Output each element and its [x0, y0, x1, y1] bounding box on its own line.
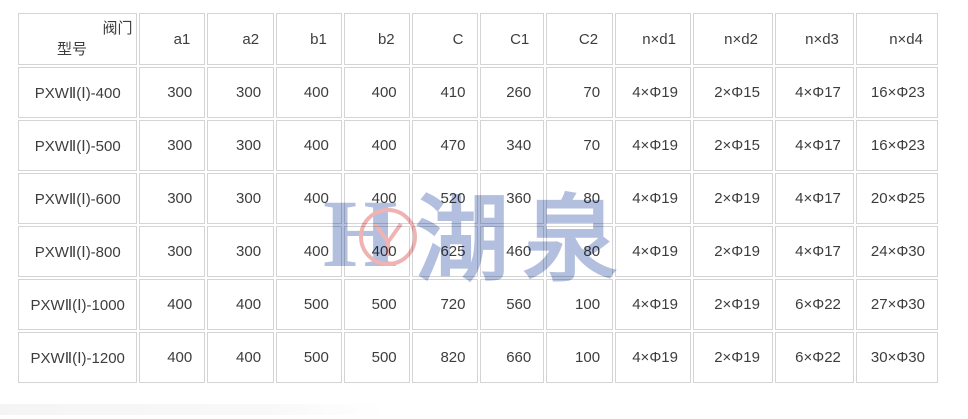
valve-model-cell: PXWⅡ(Ⅰ)-1200 — [18, 332, 138, 383]
column-header-nd3: n×d3 — [774, 13, 854, 65]
table-row: PXWⅡ(Ⅰ)-1200 400 400 500 500 820 660 100 4×Φ19 2×… — [18, 332, 938, 383]
dimension-value-cell: 500 — [343, 332, 410, 383]
column-header-a1: a1 — [139, 13, 206, 65]
dimension-value-cell: 4×Φ19 — [615, 173, 691, 224]
column-header-nd1: n×d1 — [615, 13, 691, 65]
dimension-value-cell: 2×Φ15 — [692, 120, 773, 171]
dimension-value-cell: 300 — [207, 120, 275, 171]
dimension-value-cell: 400 — [343, 226, 410, 277]
dimension-value-cell: 300 — [139, 120, 206, 171]
dimension-value-cell: 400 — [207, 332, 275, 383]
table-row: PXWⅡ(Ⅰ)-400 300 300 400 400 410 260 70 4×Φ19 2×Φ1… — [18, 67, 938, 118]
header-corner-model-label: 型号 — [57, 41, 88, 58]
dimension-value-cell: 300 — [139, 226, 206, 277]
dimension-value-cell: 300 — [207, 67, 275, 118]
dimension-value-cell: 80 — [546, 173, 614, 224]
dimension-value-cell: 400 — [276, 120, 342, 171]
dimension-value-cell: 80 — [546, 226, 614, 277]
dimension-value-cell: 500 — [343, 279, 410, 330]
dimension-value-cell: 4×Φ19 — [615, 67, 691, 118]
valve-spec-table: 阀门 型号 a1 a2 b1 b2 C C1 C2 n×d1 n×d2 n×d3… — [16, 11, 940, 385]
dimension-value-cell: 460 — [480, 226, 545, 277]
dimension-value-cell: 500 — [276, 332, 342, 383]
dimension-value-cell: 4×Φ17 — [774, 226, 854, 277]
dimension-value-cell: 470 — [411, 120, 479, 171]
dimension-value-cell: 16×Φ23 — [855, 120, 938, 171]
header-corner-valve-label: 阀门 — [102, 20, 133, 37]
dimension-value-cell: 70 — [546, 67, 614, 118]
table-row: PXWⅡ(Ⅰ)-500 300 300 400 400 470 340 70 4×Φ19 2×Φ1… — [18, 120, 938, 171]
dimension-value-cell: 30×Φ30 — [855, 332, 938, 383]
dimension-value-cell: 4×Φ17 — [774, 173, 854, 224]
valve-model-cell: PXWⅡ(Ⅰ)-400 — [18, 67, 138, 118]
dimension-value-cell: 400 — [343, 67, 410, 118]
dimension-value-cell: 410 — [411, 67, 479, 118]
dimension-value-cell: 560 — [480, 279, 545, 330]
dimension-value-cell: 2×Φ19 — [692, 279, 773, 330]
dimension-value-cell: 300 — [207, 173, 275, 224]
dimension-value-cell: 300 — [207, 226, 275, 277]
dimension-value-cell: 6×Φ22 — [774, 332, 854, 383]
column-header-c1: C1 — [480, 13, 545, 65]
dimension-value-cell: 100 — [546, 332, 614, 383]
dimension-value-cell: 340 — [480, 120, 545, 171]
dimension-value-cell: 70 — [546, 120, 614, 171]
dimension-value-cell: 20×Φ25 — [855, 173, 938, 224]
table-row: PXWⅡ(Ⅰ)-1000 400 400 500 500 720 560 100 4×Φ19 2×… — [18, 279, 938, 330]
dimension-value-cell: 4×Φ17 — [774, 120, 854, 171]
dimension-value-cell: 300 — [139, 173, 206, 224]
dimension-value-cell: 4×Φ19 — [615, 332, 691, 383]
valve-model-cell: PXWⅡ(Ⅰ)-600 — [18, 173, 138, 224]
column-header-a2: a2 — [207, 13, 275, 65]
dimension-value-cell: 300 — [139, 67, 206, 118]
dimension-value-cell: 2×Φ19 — [692, 173, 773, 224]
dimension-value-cell: 4×Φ19 — [615, 279, 691, 330]
header-row: 阀门 型号 a1 a2 b1 b2 C C1 C2 n×d1 n×d2 n×d3… — [18, 13, 938, 65]
dimension-value-cell: 16×Φ23 — [855, 67, 938, 118]
dimension-value-cell: 400 — [207, 279, 275, 330]
header-corner-cell: 阀门 型号 — [18, 13, 138, 65]
dimension-value-cell: 4×Φ17 — [774, 67, 854, 118]
bottom-artifact-bar — [0, 404, 385, 415]
valve-model-cell: PXWⅡ(Ⅰ)-1000 — [18, 279, 138, 330]
dimension-value-cell: 4×Φ19 — [615, 120, 691, 171]
dimension-value-cell: 820 — [411, 332, 479, 383]
dimension-value-cell: 720 — [411, 279, 479, 330]
dimension-value-cell: 400 — [276, 67, 342, 118]
column-header-c: C — [411, 13, 479, 65]
table-row: PXWⅡ(Ⅰ)-600 300 300 400 400 520 360 80 4×Φ19 2×Φ1… — [18, 173, 938, 224]
dimension-value-cell: 260 — [480, 67, 545, 118]
dimension-value-cell: 27×Φ30 — [855, 279, 938, 330]
dimension-value-cell: 500 — [276, 279, 342, 330]
column-header-c2: C2 — [546, 13, 614, 65]
column-header-b1: b1 — [276, 13, 342, 65]
table-row: PXWⅡ(Ⅰ)-800 300 300 400 400 625 460 80 4×Φ19 2×Φ1… — [18, 226, 938, 277]
dimension-value-cell: 6×Φ22 — [774, 279, 854, 330]
valve-model-cell: PXWⅡ(Ⅰ)-500 — [18, 120, 138, 171]
dimension-value-cell: 400 — [343, 173, 410, 224]
column-header-nd4: n×d4 — [855, 13, 938, 65]
dimension-value-cell: 400 — [139, 332, 206, 383]
dimension-value-cell: 24×Φ30 — [855, 226, 938, 277]
dimension-value-cell: 400 — [276, 226, 342, 277]
dimension-value-cell: 2×Φ19 — [692, 226, 773, 277]
dimension-value-cell: 100 — [546, 279, 614, 330]
column-header-b2: b2 — [343, 13, 410, 65]
dimension-value-cell: 2×Φ15 — [692, 67, 773, 118]
dimension-value-cell: 2×Φ19 — [692, 332, 773, 383]
dimension-value-cell: 660 — [480, 332, 545, 383]
dimension-value-cell: 400 — [276, 173, 342, 224]
dimension-value-cell: 520 — [411, 173, 479, 224]
dimension-value-cell: 625 — [411, 226, 479, 277]
dimension-value-cell: 400 — [139, 279, 206, 330]
dimension-value-cell: 4×Φ19 — [615, 226, 691, 277]
valve-spec-table-container: 阀门 型号 a1 a2 b1 b2 C C1 C2 n×d1 n×d2 n×d3… — [16, 11, 940, 385]
column-header-nd2: n×d2 — [692, 13, 773, 65]
valve-model-cell: PXWⅡ(Ⅰ)-800 — [18, 226, 138, 277]
dimension-value-cell: 360 — [480, 173, 545, 224]
dimension-value-cell: 400 — [343, 120, 410, 171]
